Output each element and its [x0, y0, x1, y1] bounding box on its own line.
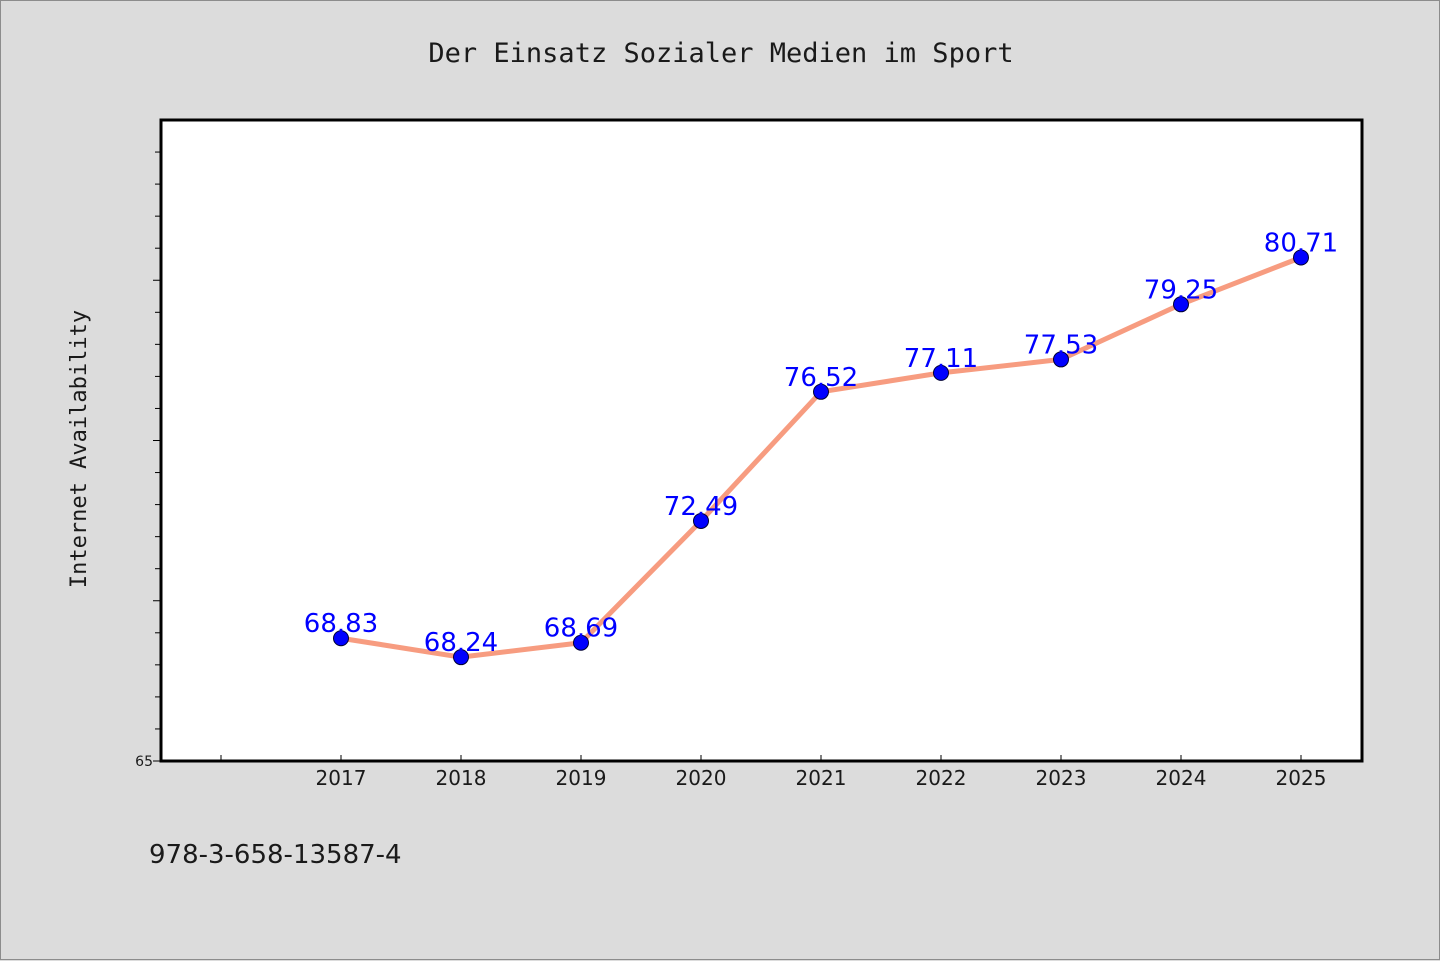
x-tick-label: 2018 — [436, 766, 487, 790]
isbn-footer: 978-3-658-13587-4 — [149, 840, 402, 870]
data-point-marker — [1053, 351, 1069, 368]
x-tick-label: 2020 — [676, 766, 727, 790]
data-point-marker — [933, 364, 949, 381]
x-tick-label: 2023 — [1036, 766, 1087, 790]
data-label: 68.83 — [304, 609, 378, 639]
data-label: 72.49 — [664, 492, 738, 522]
x-tick-label: 2025 — [1276, 766, 1327, 790]
data-label: 80.71 — [1264, 228, 1338, 258]
data-point-marker — [1293, 249, 1309, 266]
x-tick-label: 2017 — [316, 766, 367, 790]
x-tick-label: 2024 — [1156, 766, 1207, 790]
data-point-marker — [573, 634, 589, 651]
y-axis-ticks: 65 — [135, 151, 161, 770]
x-tick-label: 2022 — [916, 766, 967, 790]
x-tick-label: 2021 — [796, 766, 847, 790]
data-label: 77.11 — [904, 344, 978, 374]
data-label: 76.52 — [784, 363, 858, 393]
y-tick-label: 65 — [135, 754, 153, 770]
data-label: 68.24 — [424, 628, 498, 658]
data-point-marker — [1173, 296, 1189, 313]
y-axis-label: Internet Availability — [67, 310, 92, 588]
x-tick-label: 2019 — [556, 766, 607, 790]
data-label: 79.25 — [1144, 275, 1218, 305]
series-line-group: 68.83 68.24 68.69 72.49 76.52 77.11 77.53 79.25… — [304, 228, 1338, 666]
plot-area — [159, 118, 1364, 763]
chart-title: Der Einsatz Sozialer Medien im Sport — [428, 38, 1013, 69]
data-point-marker — [813, 383, 829, 400]
data-point-marker — [693, 512, 709, 529]
x-axis-ticks: 2017 2018 2019 2020 2021 2022 2023 2024 2025 — [220, 755, 1327, 790]
data-point-marker — [453, 649, 469, 666]
data-label: 77.53 — [1024, 330, 1098, 360]
data-point-marker — [333, 630, 349, 647]
data-label: 68.69 — [544, 614, 618, 644]
